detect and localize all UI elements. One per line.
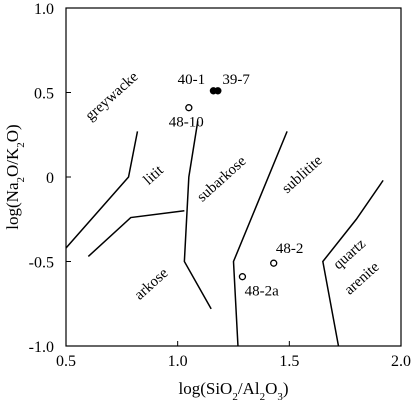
field-label-subarkose: subarkose bbox=[194, 153, 250, 205]
data-points bbox=[185, 87, 278, 281]
y-axis-title: log(Na2O/K2O) bbox=[3, 124, 27, 229]
point-label-48-2a: 48-2a bbox=[245, 283, 279, 299]
field-label-greywacke: greywacke bbox=[83, 69, 142, 125]
point-label-39-7: 39-7 bbox=[222, 72, 250, 88]
point-labels: 40-1 39-7 48-10 48-2 48-2a bbox=[169, 72, 304, 299]
x-tick-label: 0.5 bbox=[56, 353, 76, 370]
point-48-2 bbox=[270, 259, 278, 267]
x-axis-ticks: 0.5 1.0 1.5 2.0 bbox=[56, 341, 411, 370]
field-label-sublitite: sublitite bbox=[279, 152, 326, 196]
field-boundaries bbox=[65, 121, 384, 347]
x-tick-label: 2.0 bbox=[391, 353, 411, 370]
boundary-litit-subarkose bbox=[183, 121, 212, 310]
point-48-2a bbox=[238, 273, 247, 281]
point-label-48-10: 48-10 bbox=[169, 114, 204, 130]
point-48-10 bbox=[185, 104, 193, 112]
point-39-7 bbox=[214, 87, 222, 95]
x-tick-label: 1.0 bbox=[168, 353, 188, 370]
boundary-sublitite-quartzarenite bbox=[322, 179, 384, 347]
point-label-48-2: 48-2 bbox=[276, 241, 304, 257]
x-tick-label: 1.5 bbox=[279, 353, 299, 370]
boundary-litit-arkose bbox=[87, 210, 185, 257]
boundary-greywacke-litit bbox=[65, 131, 139, 249]
y-tick-label: -0.5 bbox=[29, 255, 54, 272]
field-label-litit: litit bbox=[141, 162, 168, 188]
y-tick-label: 0.5 bbox=[34, 86, 54, 103]
y-tick-label: 1.0 bbox=[34, 1, 54, 18]
y-axis-ticks: 1.0 0.5 0 -0.5 -1.0 bbox=[29, 1, 71, 356]
field-label-arkose: arkose bbox=[132, 265, 172, 303]
boundary-subarkose-sublitite bbox=[232, 131, 288, 347]
point-label-40-1: 40-1 bbox=[178, 72, 206, 88]
x-axis-title: log(SiO2/Al2O3) bbox=[178, 379, 288, 403]
y-tick-label: -1.0 bbox=[29, 339, 54, 356]
y-tick-label: 0 bbox=[46, 170, 54, 187]
